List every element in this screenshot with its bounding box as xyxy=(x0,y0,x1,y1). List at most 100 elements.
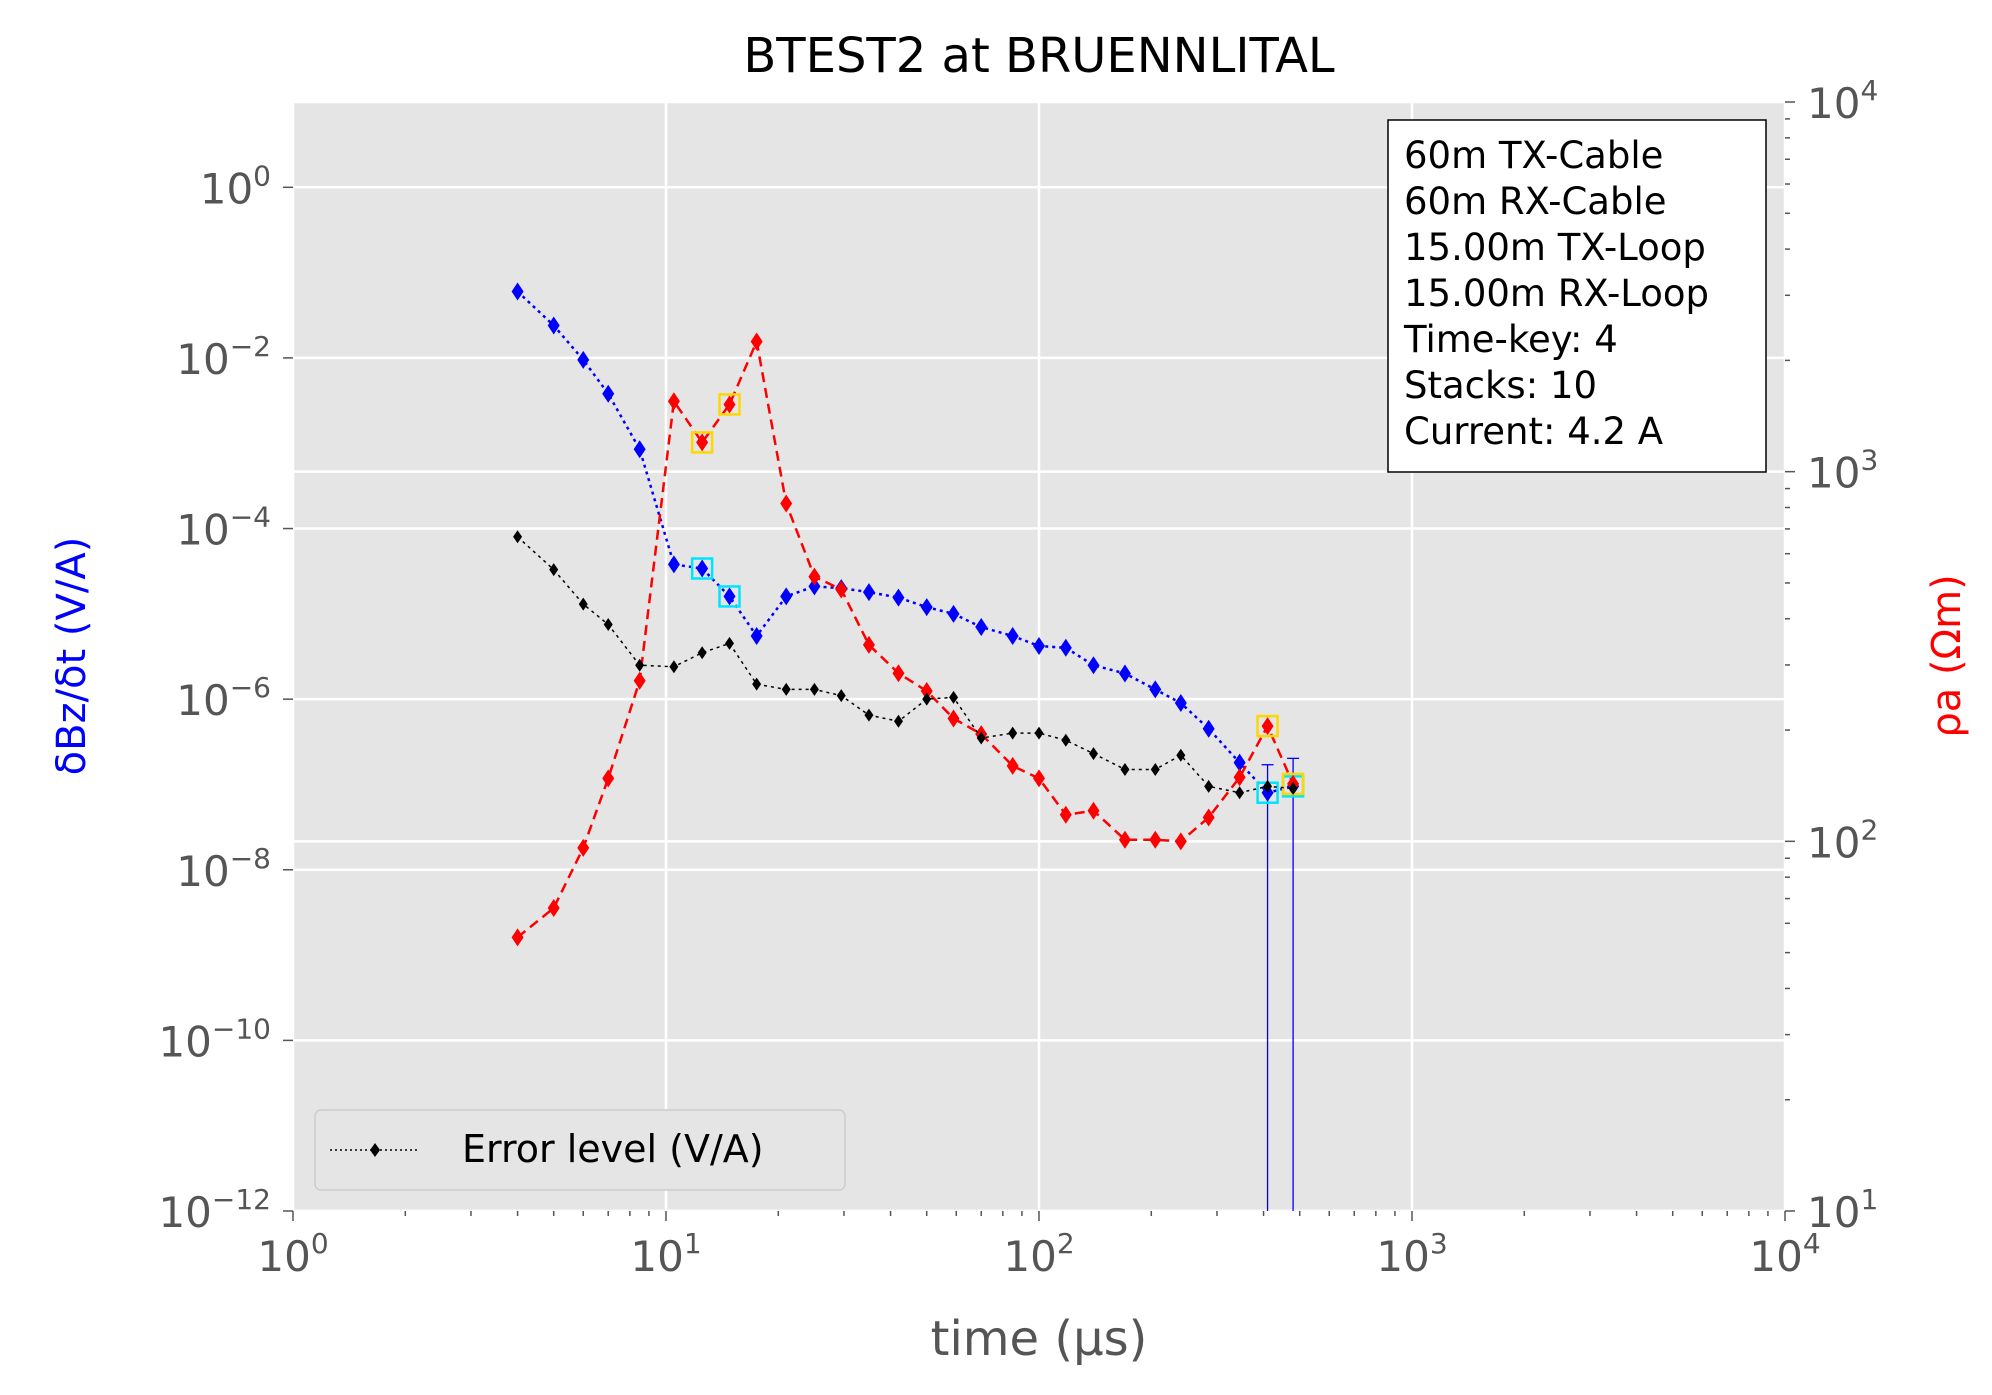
y-left-tick-label: 100 xyxy=(200,159,271,213)
info-line-current: Current: 4.2 A xyxy=(1404,410,1663,453)
x-tick-label: 104 xyxy=(1749,1227,1820,1281)
series-0-point xyxy=(750,626,763,645)
series-2-point xyxy=(725,636,735,650)
series-0-point xyxy=(1233,753,1246,772)
series-0-point xyxy=(920,598,933,617)
info-line-tx-loop: 15.00m TX-Loop xyxy=(1404,226,1706,269)
series-2 xyxy=(513,530,1298,800)
series-2-point xyxy=(549,563,559,577)
series-2-point xyxy=(781,682,791,696)
legend-label-error-level: Error level (V/A) xyxy=(462,1127,764,1171)
series-2-point xyxy=(1176,748,1186,762)
series-1-point xyxy=(667,392,680,411)
series-1-point xyxy=(1149,830,1162,849)
series-2-point xyxy=(578,597,588,611)
series-1-point xyxy=(750,332,763,351)
series-2-point xyxy=(1263,779,1273,793)
series-1-highlight xyxy=(1256,714,1279,738)
series-0-point xyxy=(1059,638,1072,657)
y-left-tick-label: 10−2 xyxy=(176,330,271,384)
y-left-axis-label: δBz/δt (V/A) xyxy=(49,537,95,776)
series-2-point xyxy=(1089,747,1099,761)
series-2-point xyxy=(603,618,613,632)
y-right-tick-label: 102 xyxy=(1807,813,1878,867)
info-line-time-key: Time-key: 4 xyxy=(1403,318,1618,361)
y-left-tick-label: 10−10 xyxy=(158,1012,271,1066)
series-1-highlight xyxy=(718,393,741,416)
series-layer xyxy=(511,282,1305,1211)
info-line-rx-cable: 60m RX-Cable xyxy=(1404,180,1667,223)
series-1-point xyxy=(577,838,590,857)
series-0-point xyxy=(808,577,821,596)
series-0-point xyxy=(1149,680,1162,699)
info-line-stacks: Stacks: 10 xyxy=(1404,364,1597,407)
series-1-point xyxy=(808,567,821,586)
y-right-axis-label: ρa (Ωm) xyxy=(1924,574,1970,737)
series-0-point xyxy=(862,583,875,602)
series-1-point xyxy=(511,928,524,947)
x-axis-label: time (μs) xyxy=(931,1311,1148,1367)
series-2-point xyxy=(513,530,523,544)
series-1-point xyxy=(723,395,736,414)
series-1-point xyxy=(1174,832,1187,851)
y-left-tick-label: 10−4 xyxy=(176,501,271,555)
series-2-point xyxy=(922,692,932,706)
series-1-point xyxy=(696,433,709,452)
series-1-point xyxy=(1033,769,1045,788)
series-1-point xyxy=(633,671,646,690)
y-left-tick-label: 10−6 xyxy=(176,671,271,725)
series-0-point xyxy=(1087,656,1100,675)
series-0-line xyxy=(516,290,1294,795)
x-tick-label: 101 xyxy=(630,1227,701,1281)
info-line-rx-loop: 15.00m RX-Loop xyxy=(1404,272,1709,315)
series-2-point xyxy=(752,677,762,691)
series-0-point xyxy=(947,604,960,623)
series-2-point xyxy=(1204,779,1214,793)
series-2-point xyxy=(893,714,903,728)
series-2-point xyxy=(1150,762,1160,776)
series-1-point xyxy=(780,494,793,513)
series-2-point xyxy=(1061,733,1071,747)
series-1-point xyxy=(1202,808,1215,827)
series-1-point xyxy=(602,769,615,788)
series-0-point xyxy=(511,282,524,301)
series-1-point xyxy=(547,899,560,918)
series-2-point xyxy=(836,689,846,703)
series-0-point xyxy=(1033,636,1045,655)
legend: Error level (V/A) xyxy=(314,1109,846,1191)
series-2-point xyxy=(1034,726,1044,740)
y-right-tick-label: 103 xyxy=(1807,444,1878,498)
series-0-point xyxy=(780,587,793,606)
series-2-point xyxy=(1120,762,1130,776)
series-0-point xyxy=(696,559,709,578)
x-tick-label: 103 xyxy=(1376,1227,1447,1281)
x-tick-label: 100 xyxy=(257,1227,328,1281)
series-2-point xyxy=(809,682,819,696)
info-line-tx-cable: 60m TX-Cable xyxy=(1404,134,1663,177)
chart-title: BTEST2 at BRUENNLITAL xyxy=(743,28,1335,84)
series-0-point xyxy=(602,384,615,403)
series-1-point xyxy=(1059,805,1072,824)
series-1-point xyxy=(1118,830,1131,849)
series-1-point xyxy=(1006,756,1019,775)
series-2-point xyxy=(1008,726,1018,740)
series-2-point xyxy=(864,708,874,722)
series-2-point xyxy=(697,646,707,660)
series-2-point xyxy=(635,658,645,672)
series-0-point xyxy=(1174,694,1187,713)
series-0-point xyxy=(547,316,560,335)
series-0-point xyxy=(1006,626,1019,645)
legend-frame xyxy=(314,1109,846,1191)
series-0-point xyxy=(1202,719,1215,738)
y-left-tick-label: 10−8 xyxy=(176,842,271,896)
series-0-point xyxy=(633,440,646,459)
info-box: 60m TX-Cable 60m RX-Cable 15.00m TX-Loop… xyxy=(1387,119,1767,473)
series-1-highlight xyxy=(690,431,714,454)
x-tick-label: 102 xyxy=(1003,1227,1074,1281)
y-left-tick-label: 10−12 xyxy=(158,1183,271,1237)
series-0-point xyxy=(975,618,988,637)
series-0-point xyxy=(723,587,736,606)
axes: 100 101 102 103 104 100 10−2 10−4 10−6 10−8 10−10 1… xyxy=(158,74,1878,1281)
series-1-point xyxy=(947,709,960,728)
